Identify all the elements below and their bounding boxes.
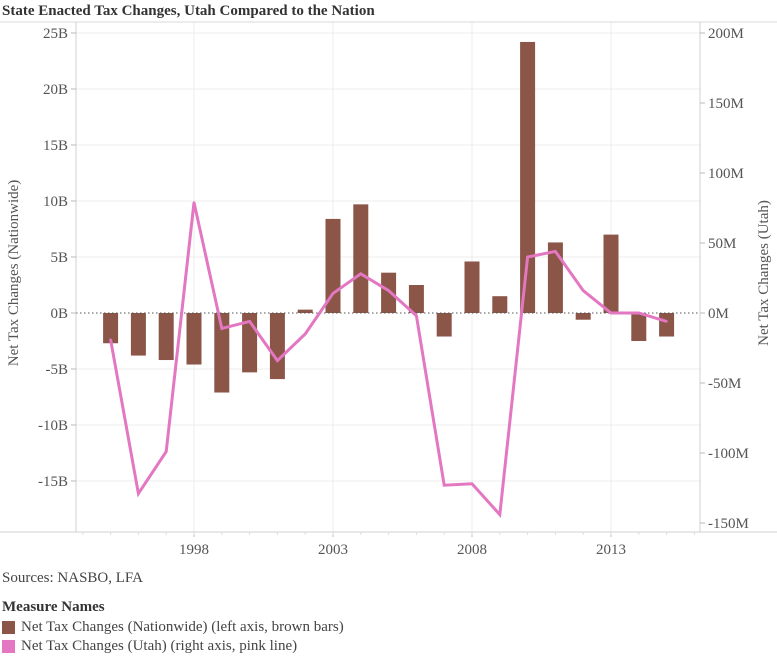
utah-point-2006: [415, 314, 418, 317]
x-axis-tick-label: 1998: [179, 542, 209, 558]
left-axis-tick-label: -10B: [38, 418, 68, 434]
sources-note: Sources: NASBO, LFA: [2, 570, 143, 586]
utah-point-2002: [304, 332, 307, 336]
left-axis-tick-label: 25B: [43, 26, 68, 42]
utah-point-2011: [554, 250, 557, 253]
right-axis-title: Net Tax Changes (Utah): [756, 200, 772, 346]
left-axis-tick-label: 0B: [50, 306, 68, 322]
bar-series: [103, 41, 675, 393]
bar-2006: [408, 285, 424, 313]
chart-title: State Enacted Tax Changes, Utah Compared…: [2, 3, 375, 19]
bar-2009: [492, 296, 508, 313]
left-axis-tick-label: -5B: [46, 362, 69, 378]
utah-point-2013: [609, 311, 613, 315]
x-axis-tick-label: 2008: [457, 542, 487, 558]
utah-point-2010: [526, 255, 529, 259]
utah-point-2015: [665, 320, 668, 323]
utah-point-1998: [192, 201, 196, 204]
utah-point-2014: [637, 311, 640, 315]
right-axis-tick-label: -150M: [708, 516, 749, 532]
utah-point-2007: [443, 484, 446, 487]
x-axis-tick-label: 2013: [596, 542, 626, 558]
bar-2004: [353, 204, 369, 313]
utah-point-2004: [359, 272, 362, 275]
bar-2012: [575, 313, 591, 320]
right-axis-tick-label: 50M: [708, 236, 736, 252]
legend-swatch-nationwide: [2, 621, 15, 634]
x-axis-tick-label: 2003: [318, 542, 348, 558]
right-axis-tick-label: 200M: [708, 26, 744, 42]
right-axis-tick-label: -50M: [708, 376, 741, 392]
utah-point-2012: [582, 289, 585, 292]
bar-2011: [547, 242, 563, 313]
bar-1997: [158, 313, 174, 361]
bar-2014: [631, 313, 647, 341]
left-axis-title: Net Tax Changes (Nationwide): [6, 180, 22, 367]
right-axis-tick-label: 0M: [708, 306, 729, 322]
bar-2007: [436, 313, 452, 337]
legend-swatch-utah: [2, 640, 15, 653]
utah-point-1995: [109, 338, 112, 341]
legend-title: Measure Names: [2, 599, 105, 615]
utah-point-2005: [387, 289, 390, 292]
bar-2008: [464, 261, 480, 313]
left-axis-tick-label: 10B: [43, 194, 68, 210]
line-series: [109, 201, 668, 519]
utah-point-2008: [470, 482, 474, 485]
legend-label-nationwide: Net Tax Changes (Nationwide) (left axis,…: [21, 619, 344, 635]
right-axis-tick-label: -100M: [708, 446, 749, 462]
chart: 25B 20B 15B 10B 5B 0B -5B -10B -15B 200M 150M 100M 5…: [0, 21, 777, 558]
bar-1999: [214, 313, 230, 393]
bar-2013: [603, 234, 619, 313]
right-axis-tick-label: 100M: [708, 166, 744, 182]
axes: 25B 20B 15B 10B 5B 0B -5B -10B -15B 200M 150M 100M 5…: [0, 21, 777, 558]
bar-2005: [381, 272, 397, 313]
left-axis-tick-label: 15B: [43, 138, 68, 154]
left-axis-tick-label: -15B: [38, 474, 68, 490]
bar-2010: [520, 41, 536, 314]
bar-1996: [130, 313, 146, 356]
bar-1998: [186, 313, 202, 365]
legend-item-utah[interactable]: Net Tax Changes (Utah) (right axis, pink…: [2, 638, 297, 655]
right-axis-tick-label: 150M: [708, 96, 744, 112]
utah-point-1999: [220, 327, 223, 330]
bar-2002: [297, 309, 313, 313]
utah-point-1997: [165, 450, 168, 453]
left-axis-tick-label: 5B: [50, 250, 68, 266]
bar-2015: [659, 313, 675, 337]
legend-label-utah: Net Tax Changes (Utah) (right axis, pink…: [21, 638, 298, 654]
utah-point-2001: [276, 359, 279, 362]
utah-point-2009: [498, 513, 501, 516]
utah-point-2003: [331, 292, 335, 295]
bar-2001: [269, 313, 285, 380]
legend-item-nationwide[interactable]: Net Tax Changes (Nationwide) (left axis,…: [2, 619, 344, 636]
utah-point-1996: [137, 492, 140, 495]
left-axis-tick-label: 20B: [43, 82, 68, 98]
bar-1995: [103, 313, 119, 344]
utah-point-2000: [248, 320, 251, 323]
